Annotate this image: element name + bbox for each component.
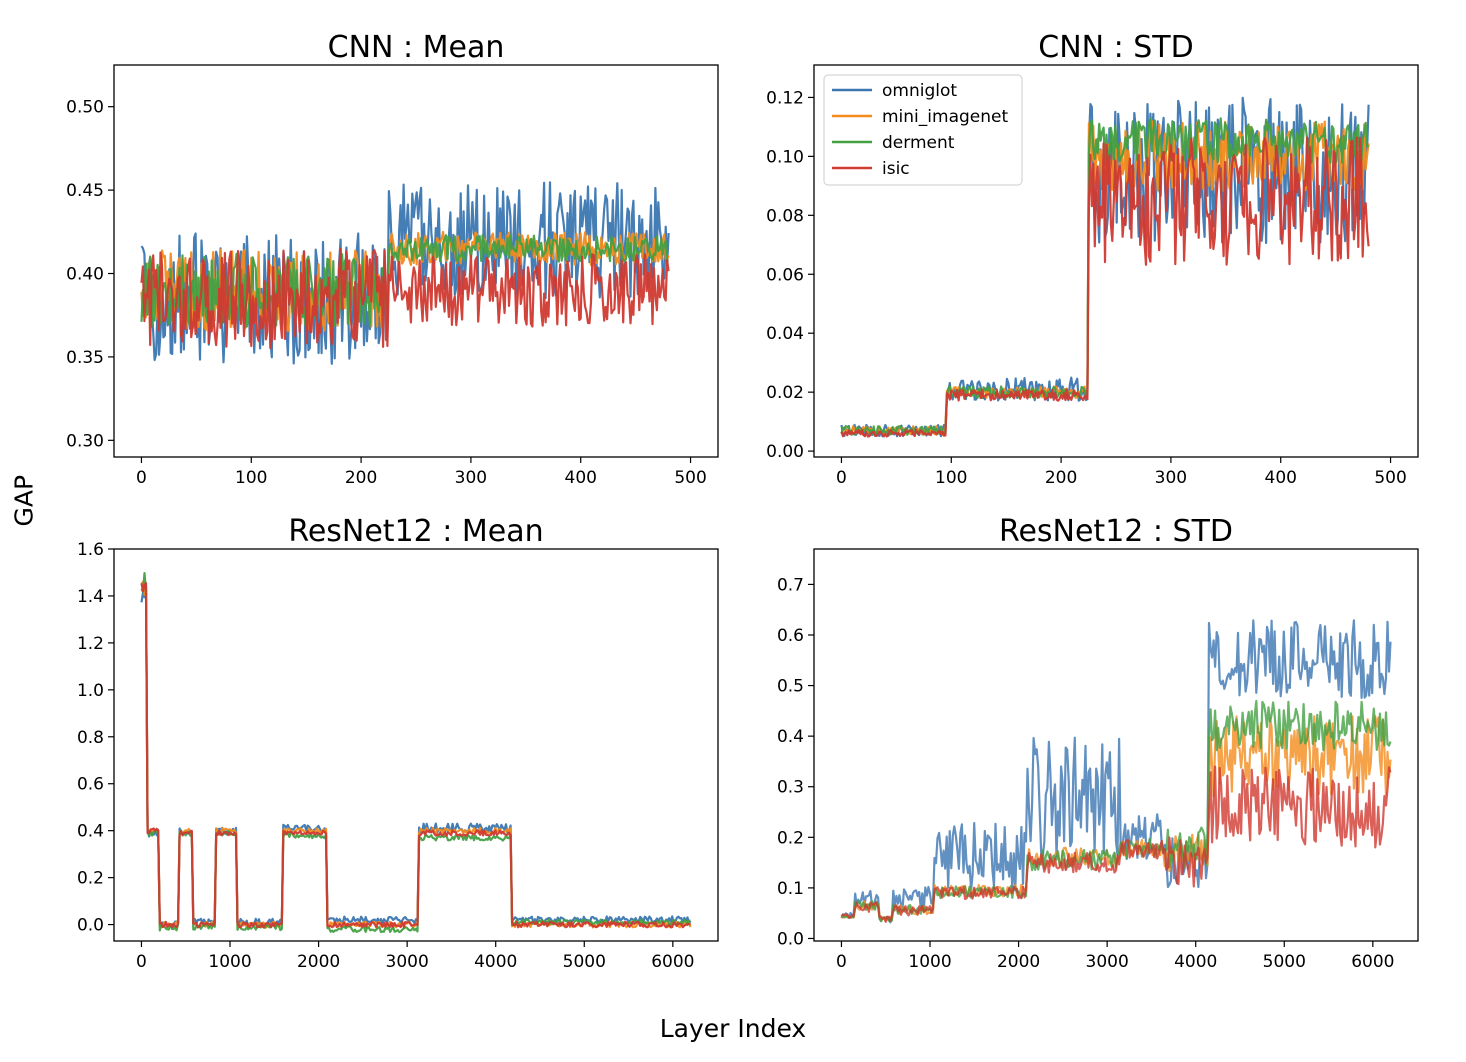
y-tick-label: 0.02 [766,383,804,403]
series-line-isic [840,136,1370,438]
y-tick-label: 0.04 [766,324,804,344]
y-tick-label: 0.1 [777,879,804,899]
chart-title: ResNet12 : Mean [288,514,543,549]
y-tick-label: 0.6 [77,775,104,795]
plot-frame [813,548,1419,942]
plot-frame [113,64,719,458]
x-tick-label: 6000 [1351,952,1394,972]
x-tick-label: 200 [1045,468,1077,488]
y-tick-label: 0.7 [777,575,804,595]
x-tick-label: 5000 [563,952,606,972]
y-tick-label: 0.8 [77,728,104,748]
y-tick-label: 0.00 [766,442,804,462]
plot-area [840,96,1370,438]
legend-label-omniglot: omniglot [882,81,957,101]
plot-area [840,619,1392,924]
x-tick-label: 400 [1265,468,1297,488]
chart-panel: ResNet12 : STD 0 1000 2000 3000 4000 5000 6000 0… [777,514,1419,972]
series-line-omniglot [140,584,692,929]
y-tick-label: 0.06 [766,265,804,285]
y-tick-label: 0.4 [777,727,804,747]
legend-label-isic: isic [882,159,910,179]
series-line-isic [140,581,691,929]
series-line-mini_imagenet [140,580,692,929]
series-line-derment [140,234,669,328]
chart-title: CNN : Mean [328,30,505,65]
y-tick-label: 0.30 [66,431,104,451]
legend-box [823,74,1023,186]
legend-label-derment: derment [882,133,955,153]
chart-title: ResNet12 : STD [999,514,1233,549]
y-tick-label: 0.12 [766,88,804,108]
x-tick-label: 3000 [1086,952,1129,972]
y-tick-label: 0.35 [66,348,104,368]
figure-y-label: GAP [9,474,39,527]
series-line-isic [840,765,1392,923]
x-tick-label: 1000 [908,952,951,972]
x-tick-label: 2000 [997,952,1040,972]
plot-frame [813,64,1419,458]
y-tick-label: 0.40 [66,265,104,285]
x-tick-label: 5000 [1263,952,1306,972]
chart-panel: CNN : Mean 0 100 200 300 400 500 0.30 0.35 0.40 0.… [66,30,719,488]
y-tick-label: 0.10 [766,147,804,167]
figure-x-label: Layer Index [659,1014,807,1043]
y-tick-label: 0.0 [777,929,804,949]
x-tick-label: 2000 [297,952,340,972]
x-tick-label: 500 [1374,468,1406,488]
y-tick-label: 0.50 [66,98,104,118]
y-tick-label: 1.0 [77,681,104,701]
x-tick-label: 400 [565,468,597,488]
x-tick-label: 200 [345,468,377,488]
x-tick-label: 1000 [208,952,251,972]
x-tick-label: 4000 [474,952,517,972]
y-tick-label: 0.0 [77,916,104,936]
x-tick-label: 300 [455,468,487,488]
x-tick-label: 500 [674,468,706,488]
y-tick-label: 0.4 [77,822,104,842]
y-tick-label: 0.2 [777,828,804,848]
y-tick-label: 0.6 [777,626,804,646]
chart-panel: CNN : STD 0 100 200 300 400 500 0.00 0.02 0.04 0.0… [766,30,1419,488]
y-tick-label: 0.2 [77,869,104,889]
y-tick-label: 0.45 [66,181,104,201]
y-tick-label: 1.6 [77,540,104,560]
chart-title: CNN : STD [1038,30,1193,65]
x-tick-label: 0 [136,952,147,972]
y-tick-label: 0.3 [777,778,804,798]
chart-panel: ResNet12 : Mean 0 1000 2000 3000 4000 5000 6000… [77,514,719,972]
x-tick-label: 0 [836,468,847,488]
plot-frame [113,548,719,942]
series-line-isic [140,247,670,350]
x-tick-label: 3000 [386,952,429,972]
legend-label-mini_imagenet: mini_imagenet [882,107,1008,127]
plot-area [140,572,692,934]
x-tick-label: 300 [1155,468,1187,488]
series-line-derment [840,117,1370,436]
x-tick-label: 6000 [651,952,694,972]
x-tick-label: 0 [836,952,847,972]
y-tick-label: 0.08 [766,206,804,226]
y-tick-label: 1.4 [77,587,104,607]
x-tick-label: 100 [235,468,267,488]
x-tick-label: 100 [935,468,967,488]
plot-area [140,181,670,365]
x-tick-label: 0 [136,468,147,488]
x-tick-label: 4000 [1174,952,1217,972]
y-tick-label: 0.5 [777,677,804,697]
series-line-derment [140,572,691,934]
y-tick-label: 1.2 [77,634,104,654]
